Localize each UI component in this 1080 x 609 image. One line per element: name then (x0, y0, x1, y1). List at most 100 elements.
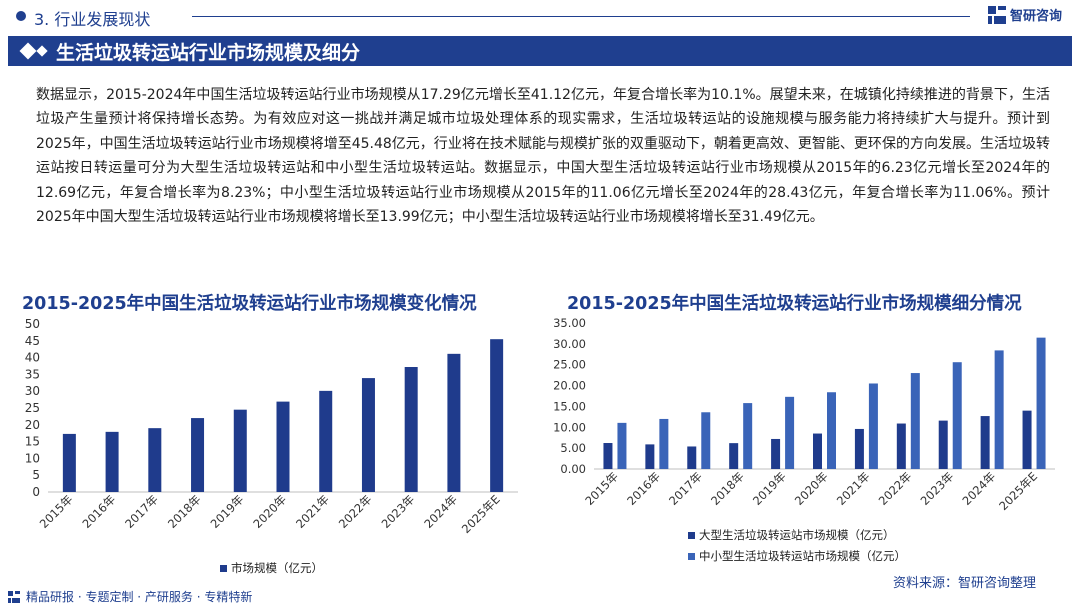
x-tick-label: 2022年 (336, 492, 375, 531)
chart2-title: 2015-2025年中国生活垃圾转运站行业市场规模细分情况 (567, 294, 1022, 314)
bar-series1 (361, 378, 375, 492)
bar-series1 (938, 420, 948, 469)
y-tick-label: 0.00 (560, 462, 586, 476)
x-tick-label: 2018年 (165, 492, 204, 531)
legend-label: 市场规模（亿元） (231, 561, 323, 575)
bar-series1 (447, 353, 461, 492)
bar-series1 (1022, 410, 1032, 469)
bar-series2 (617, 422, 627, 469)
y-tick-label: 45 (25, 334, 40, 348)
bar-series1 (105, 431, 119, 492)
x-tick-label: 2020年 (792, 469, 831, 508)
x-tick-label: 2016年 (79, 492, 118, 531)
y-tick-label: 15 (25, 435, 40, 449)
x-tick-label: 2022年 (876, 469, 915, 508)
x-tick-label: 2025年E (996, 469, 1040, 513)
x-tick-label: 2017年 (122, 492, 161, 531)
legend-swatch (220, 565, 227, 572)
legend-label: 大型生活垃圾转运站市场规模（亿元） (699, 528, 895, 542)
bar-series2 (1036, 337, 1046, 469)
bar-series1 (319, 390, 333, 492)
y-tick-label: 20.00 (553, 379, 586, 393)
diamond-small-icon (36, 45, 48, 57)
x-tick-label: 2023年 (379, 492, 418, 531)
y-tick-label: 40 (25, 351, 40, 365)
y-tick-label: 10 (25, 451, 40, 465)
brand-logo: 智研咨询 (988, 5, 1062, 24)
bar-series1 (729, 443, 739, 469)
bar-series1 (490, 339, 504, 492)
x-tick-label: 2021年 (834, 469, 873, 508)
bar-series1 (896, 423, 906, 469)
y-tick-label: 35.00 (553, 316, 586, 330)
market-segment-chart: 0.00 5.00 10.00 15.00 20.00 25.00 30.00 35.00 20… (553, 316, 1055, 563)
y-tick-label: 50 (25, 317, 40, 331)
x-tick-label: 2016年 (624, 469, 663, 508)
x-tick-label: 2019年 (208, 492, 247, 531)
bar-series2 (659, 418, 669, 469)
legend-swatch (688, 553, 695, 560)
section-header: 3. 行业发展现状 智研咨询 (0, 0, 1080, 32)
y-tick-label: 35 (25, 367, 40, 381)
bar-series1 (771, 438, 781, 469)
footer: 精品研报 · 专题定制 · 产研服务 · 专精特新 (8, 588, 252, 605)
bar-series1 (813, 433, 822, 469)
y-tick-label: 30 (25, 384, 40, 398)
brand-name: 智研咨询 (1010, 9, 1063, 24)
y-tick-label: 30.00 (553, 337, 586, 351)
y-tick-label: 15.00 (553, 399, 586, 413)
bar-series1 (148, 428, 162, 492)
section-label: 3. 行业发展现状 (34, 10, 151, 29)
bar-series2 (868, 383, 878, 469)
bar-series2 (994, 350, 1004, 469)
bar-series2 (785, 396, 795, 469)
bar-series1 (603, 443, 613, 469)
x-tick-label: 2020年 (250, 492, 289, 531)
y-tick-label: 25 (25, 401, 40, 415)
y-tick-label: 25.00 (553, 358, 586, 372)
brand-logo-icon (988, 5, 1006, 24)
section-bullet-icon (16, 11, 26, 21)
bar-series1 (687, 446, 697, 469)
y-tick-label: 5 (32, 468, 40, 482)
bar-series2 (701, 412, 711, 469)
x-tick-label: 2018年 (708, 469, 747, 508)
diamond-icon (19, 42, 37, 60)
market-size-chart: 0 5 10 15 20 25 30 35 40 45 50 2015年 2016年 2017年 2018年… (25, 317, 518, 575)
bar-series1 (62, 433, 76, 492)
x-tick-label: 2024年 (421, 492, 460, 531)
x-tick-label: 2024年 (960, 469, 999, 508)
x-tick-label: 2021年 (293, 492, 332, 531)
x-tick-label: 2015年 (37, 492, 76, 531)
bar-series1 (233, 409, 247, 492)
x-tick-label: 2025年E (459, 492, 503, 536)
footer-tagline: 精品研报 · 专题定制 · 产研服务 · 专精特新 (26, 590, 253, 604)
bar-series2 (827, 392, 836, 469)
page-title: 生活垃圾转运站行业市场规模及细分 (56, 42, 361, 64)
legend-label: 中小型生活垃圾转运站市场规模（亿元） (699, 549, 906, 563)
section-divider (192, 16, 970, 17)
data-source: 资料来源：智研咨询整理 (893, 576, 1037, 591)
footer-logo-icon (8, 590, 20, 603)
x-tick-label: 2017年 (666, 469, 705, 508)
bar-series1 (276, 401, 290, 492)
bar-series2 (910, 373, 920, 469)
bar-series1 (191, 418, 205, 492)
chart1-title: 2015-2025年中国生活垃圾转运站行业市场规模变化情况 (22, 294, 477, 314)
x-tick-label: 2019年 (750, 469, 789, 508)
legend-swatch (688, 532, 695, 539)
bar-series1 (980, 416, 990, 469)
bar-series1 (854, 428, 864, 469)
bar-series1 (645, 444, 655, 469)
y-tick-label: 0 (32, 485, 40, 499)
y-tick-label: 10.00 (553, 420, 586, 434)
bar-series2 (743, 403, 753, 469)
x-tick-label: 2015年 (582, 469, 621, 508)
y-tick-label: 20 (25, 418, 40, 432)
y-tick-label: 5.00 (560, 441, 586, 455)
bar-series1 (404, 367, 418, 492)
x-tick-label: 2023年 (918, 469, 957, 508)
summary-paragraph: 数据显示，2015-2024年中国生活垃圾转运站行业市场规模从17.29亿元增长… (36, 87, 1050, 226)
title-banner: 生活垃圾转运站行业市场规模及细分 (8, 36, 1072, 66)
bar-series2 (952, 362, 962, 469)
